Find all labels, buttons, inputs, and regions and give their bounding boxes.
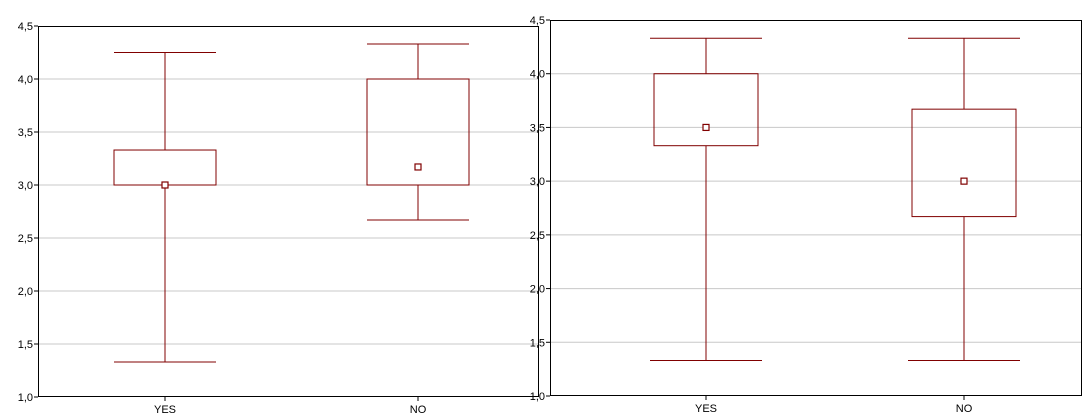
y-tick-label: 1,0 — [18, 392, 33, 404]
x-category-label: NO — [956, 403, 973, 415]
y-tick-label: 4,5 — [530, 15, 545, 27]
y-tick-label: 2,0 — [530, 284, 545, 296]
box-iqr — [911, 108, 1017, 218]
y-tick-label: 3,5 — [18, 127, 33, 139]
y-tick-label: 2,5 — [530, 230, 545, 242]
box-iqr — [366, 78, 470, 186]
y-tick-label: 1,5 — [530, 337, 545, 349]
box-no — [366, 43, 470, 221]
median-marker — [161, 181, 169, 189]
median-marker — [960, 177, 968, 185]
x-category-label: YES — [154, 404, 176, 416]
median-marker — [414, 163, 422, 171]
plot-frame — [38, 26, 539, 397]
y-tick-label: 1,5 — [18, 339, 33, 351]
median-marker — [702, 123, 710, 132]
y-tick-label: 2,5 — [18, 233, 33, 245]
box-iqr — [653, 73, 759, 147]
y-tick-label: 3,0 — [18, 180, 33, 192]
box-yes — [650, 37, 762, 362]
chart-panel-2: 1,0 1,5 2,0 2,5 3,0 3,5 4,0 4,5 YES NO — [530, 15, 1082, 415]
y-tick-label: 4,0 — [530, 69, 545, 81]
x-category-label: NO — [410, 404, 427, 416]
box-iqr — [113, 149, 217, 186]
box-no — [908, 37, 1020, 362]
y-tick-label: 1,0 — [530, 391, 545, 403]
chart-panel-1: 1,0 1,5 2,0 2,5 3,0 3,5 4,0 4,5 YES NO — [18, 21, 539, 416]
y-tick-label: 4,5 — [18, 21, 33, 33]
box-yes — [113, 52, 217, 363]
y-tick-label: 4,0 — [18, 74, 33, 86]
x-category-label: YES — [695, 403, 717, 415]
y-tick-label: 3,0 — [530, 176, 545, 188]
plot-frame — [550, 20, 1082, 396]
y-tick-label: 3,5 — [530, 122, 545, 134]
y-tick-label: 2,0 — [18, 286, 33, 298]
